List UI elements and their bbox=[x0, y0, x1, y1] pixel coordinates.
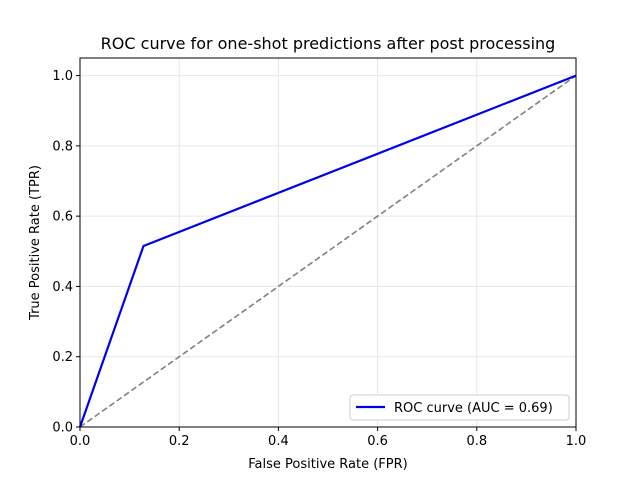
plot-area bbox=[80, 58, 576, 427]
chart-title: ROC curve for one-shot predictions after… bbox=[101, 34, 556, 53]
legend-box bbox=[349, 394, 570, 421]
x-tick-label: 0.2 bbox=[169, 434, 190, 449]
legend-label: ROC curve (AUC = 0.69) bbox=[394, 401, 553, 416]
legend: ROC curve (AUC = 0.69) bbox=[349, 394, 570, 421]
series-layer bbox=[78, 74, 577, 428]
x-tick-label: 0.6 bbox=[367, 434, 388, 449]
y-tick-label: 0.6 bbox=[52, 210, 73, 225]
x-tick-label: 0.4 bbox=[268, 434, 289, 449]
x-tick-label: 1.0 bbox=[566, 434, 587, 449]
x-axis-ticks: 0.0 0.2 0.4 0.6 0.8 1.0 bbox=[70, 427, 587, 449]
y-tick-label: 0.8 bbox=[52, 139, 73, 154]
x-tick-label: 0.0 bbox=[70, 434, 91, 449]
y-axis-label: True Positive Rate (TPR) bbox=[28, 165, 43, 321]
x-axis-label: False Positive Rate (FPR) bbox=[248, 457, 407, 472]
plot-frame bbox=[79, 57, 577, 428]
y-axis-ticks: 0.0 0.2 0.4 0.6 0.8 1.0 bbox=[52, 69, 80, 436]
y-tick-label: 0.0 bbox=[52, 421, 73, 436]
y-tick-label: 0.2 bbox=[52, 350, 73, 365]
y-tick-label: 1.0 bbox=[52, 69, 73, 84]
chance-diagonal-line bbox=[79, 74, 577, 428]
roc-curve-line bbox=[78, 74, 577, 428]
y-tick-label: 0.4 bbox=[52, 280, 73, 295]
x-tick-label: 0.8 bbox=[466, 434, 487, 449]
